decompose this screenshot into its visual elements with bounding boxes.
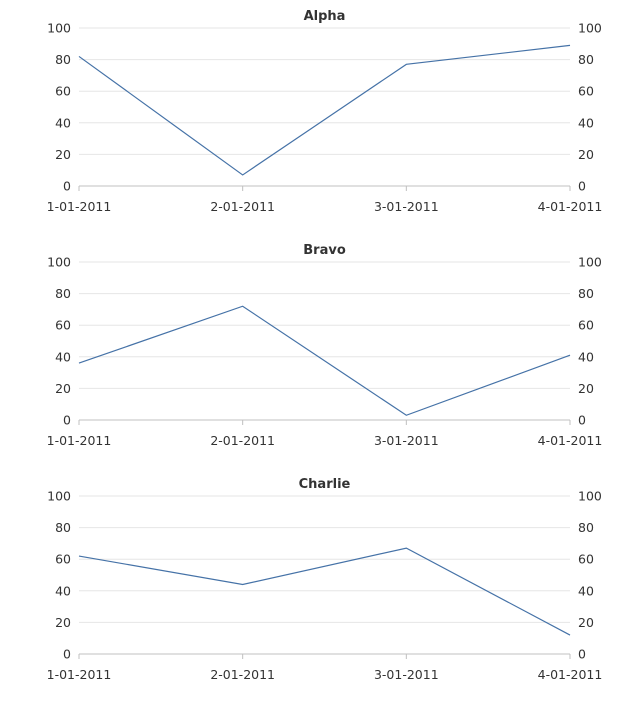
y-tick-label-left: 0 [63, 647, 71, 662]
y-tick-label-right: 40 [578, 583, 594, 598]
x-tick-label: 2-01-2011 [210, 199, 275, 214]
y-tick-label-right: 80 [578, 520, 594, 535]
y-tick-label-left: 60 [55, 552, 71, 567]
y-tick-label-right: 0 [578, 413, 586, 428]
y-tick-label-right: 20 [578, 615, 594, 630]
y-tick-label-left: 20 [55, 615, 71, 630]
y-tick-label-right: 0 [578, 179, 586, 194]
y-tick-label-left: 100 [47, 255, 71, 270]
y-tick-label-right: 20 [578, 381, 594, 396]
x-tick-label: 2-01-2011 [210, 433, 275, 448]
x-tick-label: 4-01-2011 [538, 667, 603, 682]
y-tick-label-left: 60 [55, 318, 71, 333]
y-tick-label-left: 20 [55, 381, 71, 396]
y-tick-label-right: 20 [578, 147, 594, 162]
y-tick-label-left: 60 [55, 84, 71, 99]
y-tick-label-left: 100 [47, 21, 71, 36]
x-tick-label: 3-01-2011 [374, 199, 439, 214]
x-tick-label: 1-01-2011 [47, 433, 112, 448]
chart-title: Bravo [303, 243, 346, 258]
x-tick-label: 2-01-2011 [210, 667, 275, 682]
chart-panel-2: Bravo 0 0 20 20 40 40 60 60 80 80 100 100 1-01-2011 2-… [47, 243, 603, 448]
x-tick-label: 3-01-2011 [374, 433, 439, 448]
y-tick-label-left: 0 [63, 179, 71, 194]
y-tick-label-left: 40 [55, 583, 71, 598]
y-tick-label-left: 80 [55, 520, 71, 535]
y-tick-label-left: 80 [55, 52, 71, 67]
y-tick-label-right: 80 [578, 286, 594, 301]
chart-panel-1: Alpha 0 0 20 20 40 40 60 60 80 80 100 100 1-01-2011 2-… [47, 9, 603, 214]
chart-title: Alpha [304, 9, 346, 24]
y-tick-label-left: 40 [55, 115, 71, 130]
y-tick-label-left: 40 [55, 349, 71, 364]
y-tick-label-right: 60 [578, 552, 594, 567]
series-line [79, 45, 570, 175]
y-tick-label-right: 40 [578, 349, 594, 364]
x-tick-label: 3-01-2011 [374, 667, 439, 682]
y-tick-label-right: 0 [578, 647, 586, 662]
x-tick-label: 4-01-2011 [538, 433, 603, 448]
y-tick-label-right: 40 [578, 115, 594, 130]
x-tick-label: 1-01-2011 [47, 199, 112, 214]
y-tick-label-right: 60 [578, 318, 594, 333]
y-tick-label-right: 100 [578, 21, 602, 36]
y-tick-label-right: 100 [578, 489, 602, 504]
chart-panel-3: Charlie 0 0 20 20 40 40 60 60 80 80 100 100 1-01-2011… [47, 477, 603, 682]
y-tick-label-right: 100 [578, 255, 602, 270]
series-line [79, 306, 570, 415]
x-tick-label: 1-01-2011 [47, 667, 112, 682]
y-tick-label-left: 80 [55, 286, 71, 301]
y-tick-label-right: 80 [578, 52, 594, 67]
y-tick-label-left: 20 [55, 147, 71, 162]
y-tick-label-left: 100 [47, 489, 71, 504]
chart-title: Charlie [299, 477, 351, 492]
y-tick-label-left: 0 [63, 413, 71, 428]
y-tick-label-right: 60 [578, 84, 594, 99]
x-tick-label: 4-01-2011 [538, 199, 603, 214]
